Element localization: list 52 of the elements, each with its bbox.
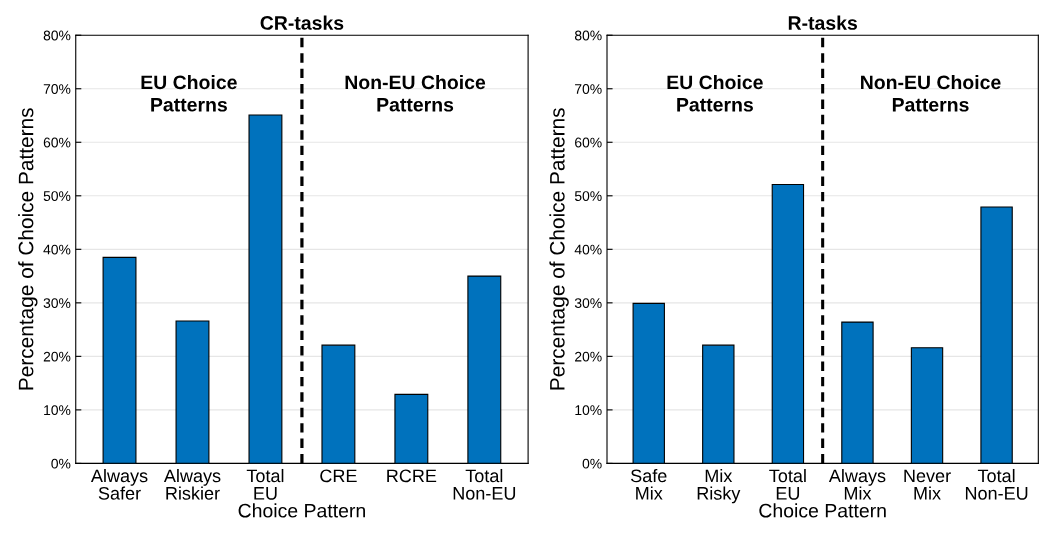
bar [467,275,502,464]
bar [394,393,429,464]
y-tick-label: 10% [44,405,71,416]
bar [910,347,944,464]
x-tick-label: Mix Risky [697,468,741,504]
x-tick-label: Always Mix [828,468,886,500]
y-tick-label: 0% [582,458,602,469]
x-tick-label: Never Mix [904,469,951,500]
y-tick-label: 40% [574,244,602,255]
y-tick-label: 30% [574,298,602,309]
x-tick-label: Total Non-EU [965,468,1028,500]
y-tick-label: 40% [43,244,71,255]
chart-title: CR-tasks [260,15,344,30]
x-tick-label: Safe Mix [631,468,667,500]
x-axis-title: Choice Pattern [238,503,365,518]
bar [248,114,283,464]
x-tick-label: Always Riskier [163,468,221,500]
bar [175,320,210,464]
x-axis-title: Choice Pattern [759,503,886,518]
x-tick-label: Total EU [246,468,284,500]
y-tick-label: 60% [43,137,71,148]
y-tick-label: 70% [43,84,71,94]
bar [771,184,805,464]
y-tick-label: 50% [574,191,602,201]
y-tick-label: 20% [43,351,71,362]
x-tick-label: Always Safer [90,468,148,500]
bar [632,302,665,464]
bar [980,206,1013,464]
chart-title: R-tasks [788,15,857,30]
y-tick-label: 80% [43,30,71,41]
y-axis-title: Percentage of Choice Patterns [549,108,569,390]
bar [102,256,137,464]
annotation: EU Choice Patterns [667,74,763,112]
annotation: EU Choice Patterns [141,74,237,112]
y-tick-label: 80% [574,30,602,41]
annotation: Non-EU Choice Patterns [861,74,1001,112]
y-tick-label: 10% [575,405,602,416]
y-tick-label: 30% [43,298,71,309]
x-tick-label: CRE [320,469,357,483]
x-tick-label: Total EU [769,468,806,500]
bar [841,321,874,464]
bar [702,344,735,464]
annotation: Non-EU Choice Patterns [345,74,486,112]
y-axis-title: Percentage of Choice Patterns [18,108,38,390]
y-tick-label: 50% [43,191,71,201]
x-tick-label: Total Non-EU [453,468,516,500]
x-tick-label: RCRE [387,469,437,483]
y-tick-label: 70% [575,84,602,94]
y-tick-label: 0% [51,458,71,469]
y-tick-label: 60% [575,137,602,148]
bar [321,344,356,464]
y-tick-label: 20% [575,351,602,362]
